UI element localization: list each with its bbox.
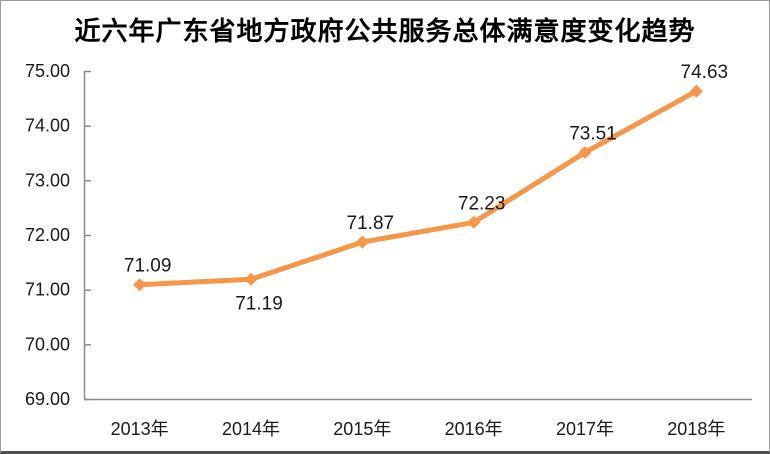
y-tick-label: 70.00 [25,334,70,354]
data-point-label: 71.87 [347,213,395,234]
data-point-label: 72.23 [458,193,506,214]
x-category-label: 2017年 [556,419,614,439]
y-tick-label: 73.00 [25,170,70,190]
data-point-marker [467,215,481,229]
y-tick-label: 72.00 [25,225,70,245]
data-point-marker [689,84,703,98]
data-point-label: 73.51 [569,123,617,144]
trend-line [139,89,698,288]
x-category-label: 2014年 [222,419,280,439]
x-category-label: 2016年 [445,419,503,439]
data-point-label: 71.09 [124,256,172,277]
data-point-marker [355,235,369,249]
data-point-marker [578,145,592,159]
y-tick-label: 69.00 [25,389,70,409]
x-category-label: 2013年 [111,419,169,439]
y-tick-label: 74.00 [25,116,70,136]
x-category-label: 2018年 [667,419,725,439]
chart-title: 近六年广东省地方政府公共服务总体满意度变化趋势 [74,17,696,46]
y-tick-label: 71.00 [25,280,70,300]
data-point-label: 71.19 [235,293,283,314]
y-tick-label: 75.00 [25,61,70,81]
x-category-label: 2015年 [333,419,391,439]
data-point-label: 74.63 [681,62,729,83]
data-point-marker [133,278,147,292]
data-point-marker [244,272,258,286]
